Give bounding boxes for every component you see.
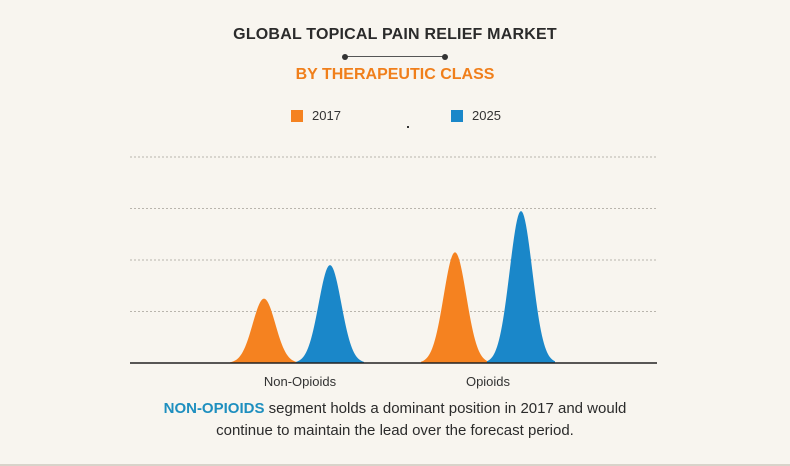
caption-highlight: NON-OPIOIDS [163, 400, 265, 417]
legend-label-2017: 2017 [312, 108, 341, 123]
caption-line2: continue to maintain the lead over the f… [216, 422, 574, 439]
legend-item-2025: 2025 [451, 108, 501, 123]
x-tick-label-non-opioids: Non-Opioids [263, 374, 337, 389]
divider-dot-left [342, 53, 348, 60]
bottom-rule [0, 464, 790, 466]
peak-2017-opioids [421, 252, 489, 363]
legend-separator-dot [407, 126, 409, 128]
peak-2025-opioids [487, 211, 555, 363]
legend-swatch-2017 [291, 109, 303, 122]
divider-dot-right [442, 53, 448, 60]
peak-2017-non-opioids [230, 298, 298, 363]
chart-subtitle: BY THERAPEUTIC CLASS [295, 66, 495, 83]
legend-swatch-2025 [451, 109, 463, 122]
title-divider [342, 53, 448, 60]
x-tick-label-opioids: Opioids [465, 374, 511, 389]
chart-title: GLOBAL TOPICAL PAIN RELIEF MARKET [233, 26, 557, 43]
caption-line1: segment holds a dominant position in 201… [264, 400, 627, 417]
legend-label-2025: 2025 [472, 108, 501, 123]
peak-2025-non-opioids [296, 265, 364, 363]
legend-item-2017: 2017 [291, 108, 341, 123]
caption: NON-OPIOIDS segment holds a dominant pos… [0, 398, 790, 442]
